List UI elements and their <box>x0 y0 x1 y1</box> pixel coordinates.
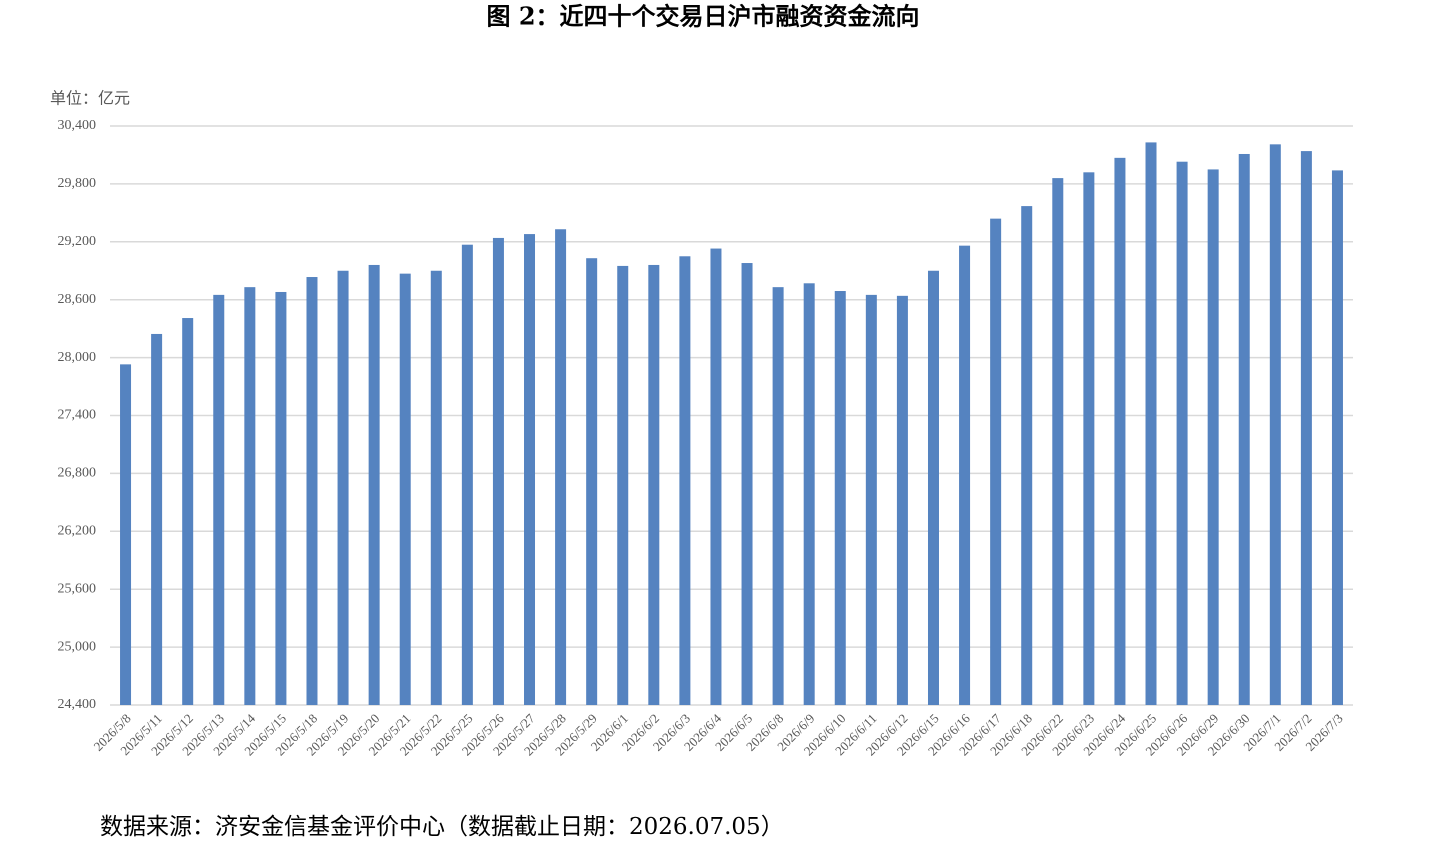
y-tick-label: 26,200 <box>58 524 97 539</box>
bar <box>927 270 939 705</box>
bar <box>524 234 536 705</box>
bar <box>120 364 132 705</box>
y-tick-label: 24,400 <box>58 697 97 712</box>
bar <box>648 264 660 705</box>
bar <box>959 245 971 705</box>
bar <box>679 256 691 705</box>
bar <box>555 229 567 705</box>
bar <box>244 287 256 705</box>
y-tick-label: 28,000 <box>58 350 97 365</box>
y-tick-label: 29,800 <box>58 176 97 191</box>
y-tick-label: 29,200 <box>58 234 97 249</box>
bar <box>1114 157 1126 706</box>
bar <box>772 287 784 705</box>
bar <box>306 277 318 705</box>
bar <box>1083 172 1095 705</box>
bar <box>461 244 473 705</box>
y-tick-label: 25,000 <box>58 639 97 654</box>
y-tick-label: 30,400 <box>58 118 97 133</box>
bar <box>213 294 225 705</box>
bar <box>1052 178 1064 706</box>
bar <box>151 333 163 705</box>
y-tick-label: 25,600 <box>58 581 97 596</box>
bar <box>492 237 504 705</box>
bar <box>399 273 411 705</box>
bar <box>1238 153 1250 706</box>
bar <box>430 270 442 705</box>
bar <box>990 218 1002 705</box>
bar <box>1021 206 1033 705</box>
bar <box>586 258 598 705</box>
bar <box>1269 144 1281 705</box>
bar <box>1145 142 1157 705</box>
bar <box>803 283 815 705</box>
bar <box>865 294 877 705</box>
bar <box>1176 161 1188 705</box>
bar <box>1331 170 1343 705</box>
y-tick-label: 28,600 <box>58 292 97 307</box>
bar <box>337 270 349 705</box>
bar <box>896 295 908 705</box>
bar <box>1207 169 1219 706</box>
chart-title: 图 2：近四十个交易日沪市融资资金流向 <box>486 2 919 31</box>
bar <box>617 265 629 705</box>
unit-label: 单位：亿元 <box>50 89 130 108</box>
y-tick-label: 26,800 <box>58 466 97 481</box>
bar <box>741 263 753 705</box>
y-tick-label: 27,400 <box>58 408 97 423</box>
bar <box>834 291 846 705</box>
bar <box>275 291 287 705</box>
bar <box>710 248 722 705</box>
source-note: 数据来源：济安金信基金评价中心（数据截止日期：2026.07.05） <box>100 814 784 840</box>
bar <box>182 318 194 705</box>
bar <box>1300 151 1312 706</box>
bar <box>368 264 380 705</box>
